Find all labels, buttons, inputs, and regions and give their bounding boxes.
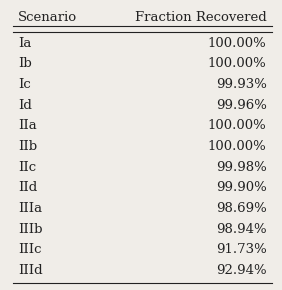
Text: 91.73%: 91.73% xyxy=(216,243,267,256)
Text: 98.94%: 98.94% xyxy=(216,223,267,236)
Text: 100.00%: 100.00% xyxy=(208,140,267,153)
Text: IIIb: IIIb xyxy=(18,223,43,236)
Text: Scenario: Scenario xyxy=(18,11,77,24)
Text: IIId: IIId xyxy=(18,264,43,277)
Text: IIc: IIc xyxy=(18,161,36,174)
Text: 99.96%: 99.96% xyxy=(216,99,267,112)
Text: IIIa: IIIa xyxy=(18,202,42,215)
Text: Ic: Ic xyxy=(18,78,31,91)
Text: IIb: IIb xyxy=(18,140,37,153)
Text: Ia: Ia xyxy=(18,37,32,50)
Text: 98.69%: 98.69% xyxy=(216,202,267,215)
Text: IIa: IIa xyxy=(18,119,37,132)
Text: IId: IId xyxy=(18,181,38,194)
Text: 99.93%: 99.93% xyxy=(216,78,267,91)
Text: Id: Id xyxy=(18,99,32,112)
Text: 100.00%: 100.00% xyxy=(208,57,267,70)
Text: IIIc: IIIc xyxy=(18,243,42,256)
Text: Ib: Ib xyxy=(18,57,32,70)
Text: 92.94%: 92.94% xyxy=(216,264,267,277)
Text: Fraction Recovered: Fraction Recovered xyxy=(135,11,267,24)
Text: 99.90%: 99.90% xyxy=(216,181,267,194)
Text: 99.98%: 99.98% xyxy=(216,161,267,174)
Text: 100.00%: 100.00% xyxy=(208,37,267,50)
Text: 100.00%: 100.00% xyxy=(208,119,267,132)
